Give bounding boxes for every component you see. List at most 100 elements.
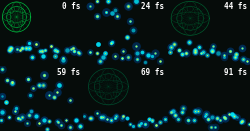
- Point: [138, 124, 141, 126]
- Point: [32, 87, 36, 89]
- Point: [222, 56, 226, 58]
- Point: [82, 115, 86, 117]
- Point: [233, 56, 237, 58]
- Point: [8, 49, 12, 51]
- Point: [95, 112, 99, 114]
- Point: [68, 126, 72, 128]
- Point: [0, 111, 4, 113]
- Point: [245, 60, 249, 62]
- Point: [49, 45, 53, 47]
- Point: [233, 56, 237, 58]
- Point: [114, 55, 117, 57]
- Point: [26, 78, 30, 80]
- Point: [158, 121, 162, 123]
- Point: [186, 119, 190, 121]
- Point: [16, 117, 20, 119]
- Point: [18, 49, 22, 51]
- Point: [27, 114, 31, 116]
- Point: [210, 116, 214, 118]
- Point: [52, 96, 56, 98]
- Point: [128, 20, 132, 22]
- Point: [126, 36, 130, 38]
- Point: [158, 60, 162, 62]
- Point: [95, 0, 99, 2]
- Point: [211, 45, 215, 47]
- Point: [135, 58, 139, 61]
- Point: [201, 51, 205, 53]
- Point: [158, 121, 162, 123]
- Point: [115, 15, 119, 17]
- Point: [53, 49, 57, 51]
- Point: [235, 116, 239, 118]
- Point: [128, 123, 132, 125]
- Point: [233, 56, 237, 58]
- Point: [120, 117, 124, 119]
- Point: [8, 49, 12, 51]
- Point: [194, 110, 198, 112]
- Point: [204, 113, 208, 115]
- Point: [184, 52, 188, 54]
- Point: [10, 82, 14, 84]
- Point: [143, 123, 147, 125]
- Point: [38, 50, 42, 52]
- Point: [234, 53, 238, 55]
- Point: [47, 120, 51, 122]
- Point: [233, 56, 237, 58]
- Point: [16, 117, 20, 119]
- Point: [9, 47, 13, 50]
- Point: [193, 49, 197, 51]
- Point: [173, 114, 177, 116]
- Point: [192, 119, 196, 121]
- Point: [172, 43, 176, 45]
- Point: [169, 111, 173, 113]
- Point: [126, 5, 130, 7]
- Point: [180, 111, 184, 113]
- Point: [41, 84, 45, 86]
- Point: [240, 47, 244, 50]
- Point: [95, 112, 99, 114]
- Point: [230, 113, 234, 115]
- Point: [25, 122, 29, 124]
- Point: [104, 11, 108, 13]
- Point: [135, 52, 139, 54]
- Point: [222, 54, 226, 56]
- Point: [196, 110, 200, 112]
- Point: [57, 84, 61, 86]
- Point: [77, 52, 81, 54]
- Point: [24, 47, 28, 50]
- Point: [71, 47, 75, 49]
- Point: [18, 49, 22, 51]
- Point: [26, 78, 30, 80]
- Point: [88, 51, 92, 53]
- Point: [0, 95, 4, 97]
- Point: [47, 94, 51, 96]
- Point: [59, 124, 63, 126]
- Point: [105, 118, 109, 120]
- Point: [114, 115, 118, 117]
- Point: [78, 125, 82, 127]
- Point: [143, 123, 147, 125]
- Point: [76, 50, 80, 53]
- Point: [24, 47, 28, 50]
- Point: [7, 49, 11, 51]
- Point: [142, 61, 146, 63]
- Point: [27, 47, 31, 49]
- Point: [234, 53, 238, 55]
- Point: [113, 9, 117, 11]
- Point: [180, 53, 184, 55]
- Point: [126, 36, 130, 38]
- Point: [76, 50, 80, 53]
- Point: [158, 60, 162, 62]
- Point: [28, 110, 32, 112]
- Point: [106, 0, 110, 2]
- Point: [176, 49, 180, 51]
- Point: [106, 0, 110, 2]
- Point: [20, 116, 24, 118]
- Point: [211, 45, 215, 47]
- Point: [53, 55, 57, 57]
- Point: [210, 50, 214, 53]
- Point: [78, 125, 82, 127]
- Point: [169, 111, 173, 113]
- Point: [240, 120, 244, 122]
- Point: [114, 115, 118, 117]
